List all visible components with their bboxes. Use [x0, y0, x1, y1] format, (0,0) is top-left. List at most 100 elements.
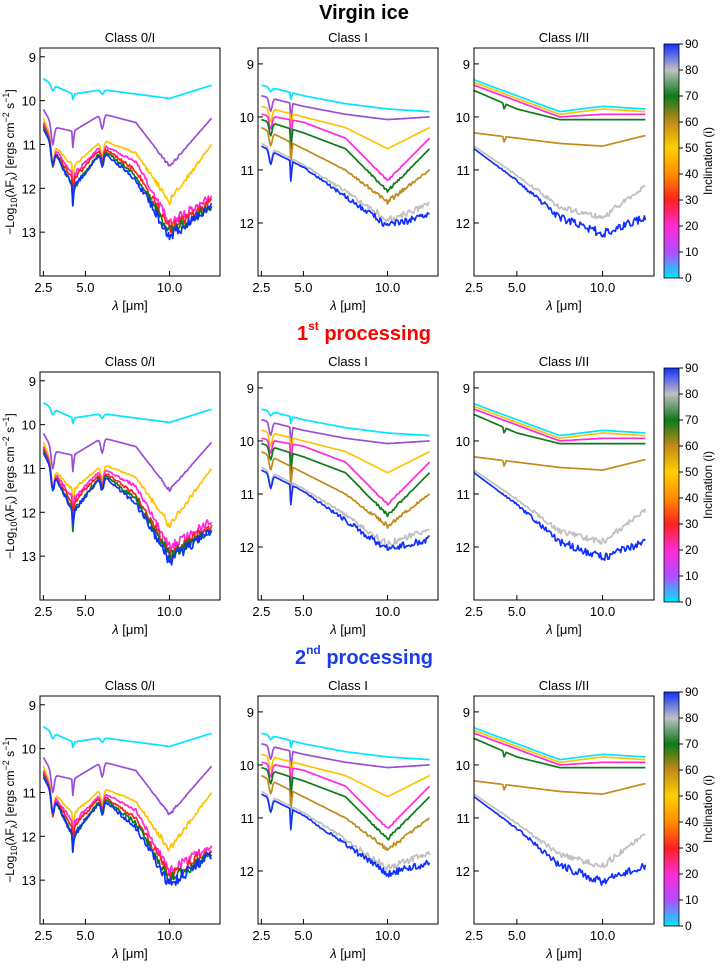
- chart-panel-class-i: Class I 9 10 11 12 2.5 5.0 10.0 λ [μm]: [240, 354, 439, 637]
- colorbar-label: Inclination (i): [701, 775, 715, 843]
- x-tick-label: 10.0: [157, 928, 182, 943]
- series-line-i0: [474, 79, 646, 113]
- x-tick-label: 10.0: [375, 604, 400, 619]
- colorbar-tick-label: 80: [685, 63, 699, 77]
- panel-title: Class 0/I: [105, 30, 156, 45]
- series-line-i60: [42, 772, 213, 880]
- y-tick-label: 12: [456, 864, 470, 879]
- chart-panel-class-0-i: Class 0/I 9 10 11 12 13 2.5 5.0 10.0 λ [μm] −Log10…: [1, 678, 221, 961]
- series-line-i30: [42, 765, 213, 852]
- series-line-i50: [42, 446, 213, 553]
- y-tick-label: 10: [456, 758, 470, 773]
- colorbar-tick-label: 80: [685, 387, 699, 401]
- colorbar-tick-label: 30: [685, 193, 699, 207]
- y-tick-label: 12: [22, 181, 36, 196]
- series-line-i80: [260, 142, 430, 223]
- x-tick-label: 2.5: [34, 928, 52, 943]
- y-tick-label: 9: [247, 381, 254, 396]
- colorbar-tick-label: 40: [685, 815, 699, 829]
- colorbar-tick-label: 70: [685, 737, 699, 751]
- colorbar-label: Inclination (i): [701, 451, 715, 519]
- series-line-i30: [261, 105, 431, 150]
- x-tick-label: 2.5: [252, 280, 270, 295]
- series-line-i90: [42, 776, 213, 887]
- colorbar-tick-label: 10: [685, 245, 699, 259]
- y-tick-label: 12: [240, 540, 254, 555]
- series-line-i0: [42, 78, 212, 101]
- series-group: [42, 726, 213, 887]
- x-tick-label: 2.5: [252, 928, 270, 943]
- chart-panel-class-i: Class I 9 10 11 12 2.5 5.0 10.0 λ [μm]: [240, 30, 439, 313]
- y-tick-label: 11: [23, 461, 37, 476]
- y-tick-label: 12: [456, 216, 470, 231]
- y-axis-label: −Log10(λFλ) [ergs cm−2 s−1]: [1, 89, 19, 234]
- x-tick-label: 10.0: [157, 604, 182, 619]
- series-line-i30: [474, 729, 646, 764]
- series-group: [474, 403, 647, 561]
- series-line-i0: [42, 726, 212, 749]
- series-line-i70: [474, 131, 646, 147]
- series-line-i60: [261, 442, 431, 518]
- x-tick-label: 10.0: [590, 280, 615, 295]
- y-tick-label: 13: [22, 549, 36, 564]
- chart-panel-class-i-ii: Class I/II 9 10 11 12 2.5 5.0 10.0 λ [μm]: [456, 354, 655, 637]
- series-line-i60: [474, 413, 646, 445]
- colorbar-tick-label: 40: [685, 167, 699, 181]
- series-line-i50: [261, 761, 431, 830]
- x-tick-label: 10.0: [590, 928, 615, 943]
- x-tick-label: 2.5: [465, 604, 483, 619]
- x-tick-label: 5.0: [76, 280, 94, 295]
- panel-title: Class I/II: [539, 354, 590, 369]
- series-line-i30: [42, 117, 213, 206]
- x-tick-label: 5.0: [508, 928, 526, 943]
- plot-frame: [39, 695, 221, 925]
- x-tick-label: 5.0: [76, 928, 94, 943]
- series-line-i0: [261, 408, 430, 437]
- x-tick-label: 10.0: [375, 928, 400, 943]
- panel-title: Class 0/I: [105, 354, 156, 369]
- y-tick-label: 12: [240, 216, 254, 231]
- colorbar-tick-label: 60: [685, 763, 699, 777]
- series-line-i60: [261, 766, 431, 841]
- y-tick-label: 10: [22, 418, 36, 433]
- y-tick-label: 9: [463, 381, 470, 396]
- x-axis-label: λ [μm]: [329, 298, 366, 313]
- series-line-i10: [42, 432, 213, 493]
- panel-title: Class I/II: [539, 30, 590, 45]
- y-tick-label: 11: [23, 137, 37, 152]
- series-line-i30: [261, 429, 431, 474]
- panel-title: Class 0/I: [105, 678, 156, 693]
- series-line-i70: [260, 450, 431, 529]
- colorbar-tick-label: 90: [685, 685, 699, 699]
- x-tick-label: 5.0: [76, 604, 94, 619]
- x-axis-label: λ [μm]: [545, 298, 582, 313]
- plot-frame: [257, 695, 439, 925]
- x-axis-label: λ [μm]: [111, 622, 148, 637]
- series-line-i10: [261, 418, 430, 448]
- series-line-i90: [261, 145, 430, 227]
- panel-title: Class I: [328, 678, 368, 693]
- y-tick-label: 10: [456, 110, 470, 125]
- x-axis-label: λ [μm]: [111, 946, 148, 961]
- x-tick-label: 2.5: [465, 928, 483, 943]
- x-tick-label: 10.0: [375, 280, 400, 295]
- series-line-i90: [42, 452, 213, 566]
- series-group: [474, 727, 647, 886]
- x-tick-label: 5.0: [508, 604, 526, 619]
- series-line-i90: [42, 128, 213, 241]
- x-tick-label: 2.5: [465, 280, 483, 295]
- series-line-i70: [474, 455, 646, 471]
- x-tick-label: 2.5: [252, 604, 270, 619]
- colorbar-tick-label: 90: [685, 37, 699, 51]
- colorbar: 90 80 70 60 50 40 30 20 10 0 Inclination (i): [663, 361, 715, 609]
- colorbar: 90 80 70 60 50 40 30 20 10 0 Inclination (i): [663, 37, 715, 285]
- series-line-i50: [474, 84, 646, 118]
- x-axis-label: λ [μm]: [111, 298, 148, 313]
- y-tick-label: 11: [457, 163, 471, 178]
- series-line-i80: [260, 790, 431, 872]
- colorbar-tick-label: 30: [685, 841, 699, 855]
- series-line-i80: [474, 145, 646, 220]
- series-group: [474, 79, 647, 238]
- colorbar-tick-label: 20: [685, 219, 699, 233]
- series-line-i50: [42, 770, 213, 878]
